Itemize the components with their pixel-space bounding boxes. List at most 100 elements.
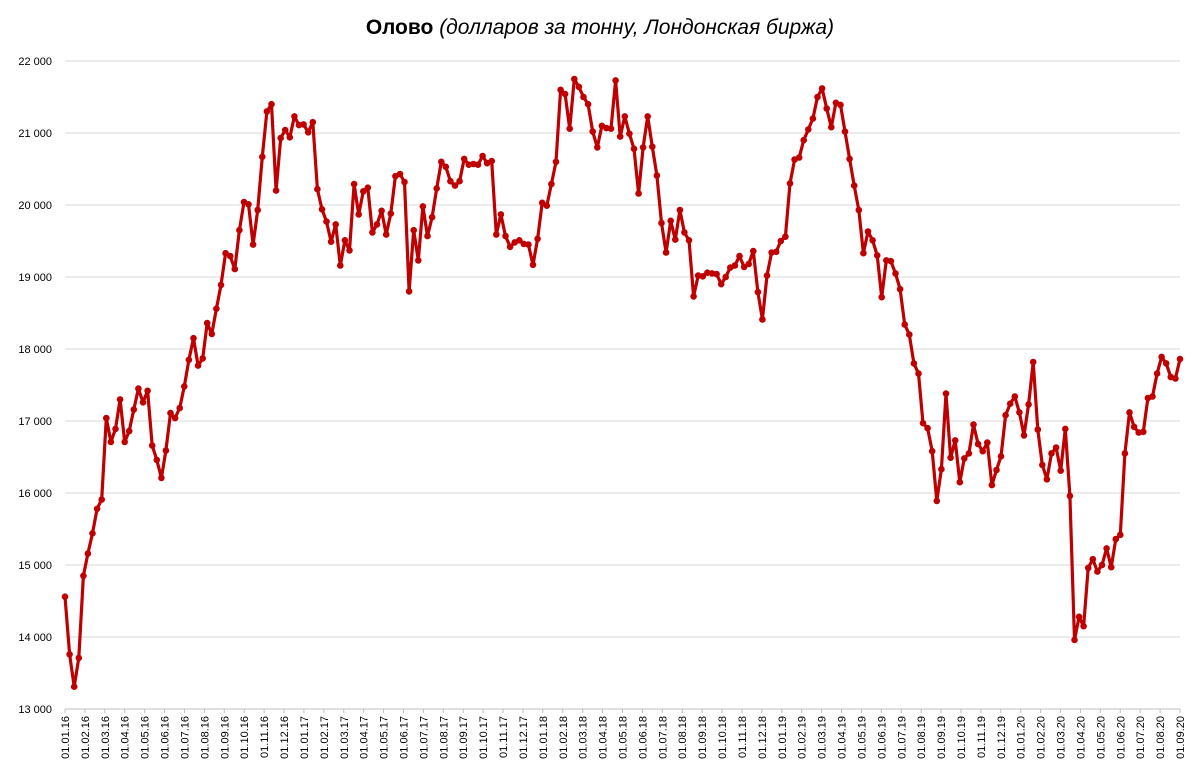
x-tick-label: 01.08.17 — [438, 716, 450, 759]
x-tick-label: 01.05.16 — [140, 716, 152, 759]
y-tick-label: 18 000 — [18, 344, 52, 356]
data-point — [419, 203, 427, 210]
y-tick-label: 17 000 — [18, 416, 52, 428]
data-point — [1025, 401, 1032, 408]
data-point — [1057, 467, 1064, 475]
data-point — [226, 252, 234, 260]
chart-title-subtitle: (долларов за тонну, Лондонская биржа) — [439, 16, 834, 39]
data-point — [571, 75, 578, 83]
x-tick-label: 01.09.18 — [697, 716, 709, 759]
data-point — [1039, 461, 1046, 469]
data-point — [970, 421, 977, 428]
data-point — [612, 77, 619, 84]
data-point — [323, 218, 330, 225]
data-point — [314, 185, 321, 193]
data-point — [630, 145, 638, 153]
data-point — [786, 180, 794, 187]
x-tick-label: 01.10.19 — [956, 716, 968, 759]
data-point — [98, 496, 105, 503]
data-point — [451, 182, 459, 189]
x-tick-label: 01.04.19 — [837, 716, 849, 759]
data-point — [213, 305, 220, 313]
data-point — [919, 419, 927, 427]
data-point — [382, 231, 390, 238]
data-point — [474, 161, 482, 168]
data-point — [203, 319, 211, 327]
data-point — [580, 93, 587, 101]
data-point — [961, 455, 968, 462]
data-point — [947, 454, 954, 462]
data-point — [1153, 370, 1161, 377]
data-point — [860, 249, 867, 257]
chart-title-main: Олово — [366, 16, 433, 39]
x-tick-label: 01.02.19 — [797, 716, 809, 759]
data-point — [125, 427, 133, 435]
y-tick-label: 20 000 — [18, 200, 52, 212]
data-point — [405, 288, 413, 295]
data-point — [387, 210, 395, 217]
data-point — [534, 235, 541, 243]
data-point — [185, 356, 193, 364]
x-tick-label: 01.09.20 — [1175, 716, 1187, 759]
data-point — [662, 249, 670, 256]
x-tick-label: 01.08.19 — [916, 716, 928, 759]
data-point — [364, 184, 372, 191]
data-point — [254, 206, 261, 214]
data-point — [841, 128, 849, 135]
data-point — [685, 237, 693, 244]
data-point — [194, 362, 202, 369]
x-tick-label: 01.05.18 — [618, 716, 630, 759]
data-point — [1176, 355, 1184, 363]
x-tick-label: 01.01.18 — [538, 716, 550, 759]
data-point — [855, 206, 863, 214]
x-tick-label: 01.03.16 — [100, 716, 112, 759]
x-tick-label: 01.03.20 — [1056, 716, 1068, 759]
data-point — [304, 129, 312, 136]
data-point — [70, 683, 78, 690]
data-point — [763, 272, 771, 279]
data-point — [121, 438, 128, 446]
data-point — [171, 414, 179, 422]
x-tick-label: 01.08.18 — [677, 716, 689, 759]
data-point — [153, 456, 161, 464]
data-point — [116, 396, 124, 403]
data-point — [415, 257, 422, 264]
data-point — [360, 188, 367, 195]
data-point — [506, 243, 514, 251]
data-point — [447, 177, 454, 185]
x-tick-label: 01.04.18 — [598, 716, 610, 759]
data-point — [979, 447, 986, 455]
x-tick-label: 01.10.18 — [717, 716, 729, 759]
data-point — [277, 134, 285, 142]
data-point — [910, 360, 918, 367]
data-point — [1149, 393, 1156, 400]
data-point — [1048, 450, 1055, 457]
data-point — [1029, 358, 1037, 366]
x-tick-label: 01.03.19 — [817, 716, 829, 759]
x-tick-label: 01.09.19 — [936, 716, 948, 759]
data-point — [327, 238, 335, 245]
x-tick-label: 01.10.17 — [478, 716, 490, 759]
x-tick-label: 01.04.17 — [359, 716, 371, 759]
data-point — [350, 180, 358, 188]
data-point — [396, 170, 404, 178]
data-point — [828, 123, 835, 131]
data-point — [543, 202, 551, 209]
data-point — [144, 387, 151, 395]
data-point — [61, 593, 69, 600]
data-point — [1075, 613, 1083, 621]
x-tick-label: 01.12.16 — [279, 716, 291, 759]
data-point — [915, 370, 922, 377]
x-tick-label: 01.01.17 — [299, 716, 311, 759]
series-line — [63, 77, 1182, 689]
x-tick-label: 01.08.16 — [199, 716, 211, 759]
data-point — [878, 293, 885, 301]
data-point — [502, 232, 509, 240]
data-point — [460, 155, 468, 163]
y-tick-label: 21 000 — [18, 128, 52, 140]
data-point — [818, 85, 826, 92]
data-point — [1052, 444, 1060, 451]
data-point — [616, 133, 624, 140]
x-tick-label: 01.11.16 — [259, 716, 271, 758]
data-point — [80, 572, 87, 580]
